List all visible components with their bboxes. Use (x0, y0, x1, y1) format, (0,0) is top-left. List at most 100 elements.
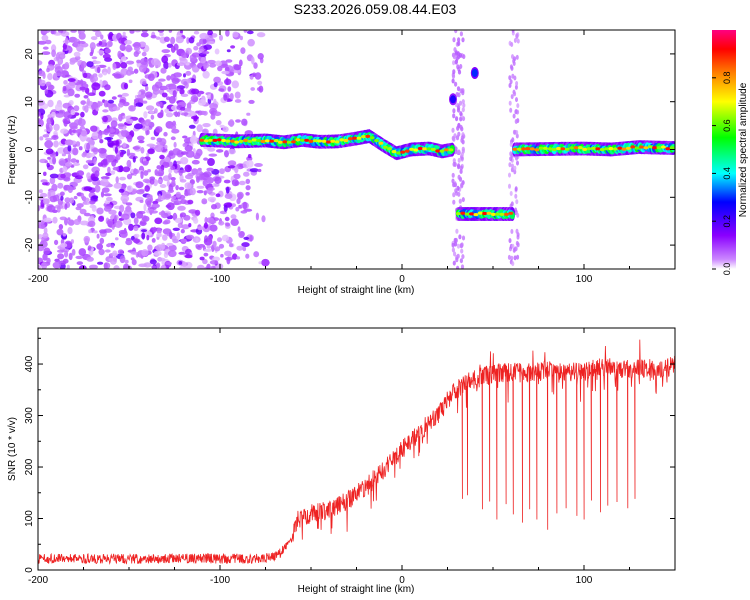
carrier-peak (269, 139, 275, 143)
noise-cell (115, 237, 119, 241)
noise-cell (41, 51, 51, 55)
noise-cell (137, 135, 145, 141)
carrier-peak (308, 139, 314, 143)
noise-cell (170, 136, 176, 141)
noise-cell (455, 55, 459, 61)
noise-cell (51, 49, 56, 58)
noise-cell (514, 186, 518, 192)
noise-cell (219, 124, 225, 128)
noise-cell (254, 72, 262, 80)
noise-cell (236, 245, 244, 251)
noise-cell (158, 211, 165, 216)
noise-cell (155, 101, 163, 107)
snr-series-line (38, 339, 675, 565)
carrier-peak (599, 148, 605, 152)
noise-cell (452, 69, 456, 75)
noise-cell (139, 221, 147, 227)
noise-cell (511, 73, 515, 79)
noise-cell (62, 258, 69, 264)
noise-cell (118, 37, 124, 44)
noise-cell (170, 45, 176, 53)
noise-cell (104, 128, 111, 133)
noise-cell (141, 232, 146, 240)
noise-cell (68, 128, 73, 135)
noise-cell (256, 32, 266, 38)
noise-cell (207, 235, 213, 243)
noise-cell (47, 73, 53, 81)
noise-cell (165, 112, 174, 118)
noise-cell (210, 265, 216, 269)
noise-cell (99, 139, 104, 144)
noise-cell (510, 255, 514, 261)
y-tick-label: 400 (24, 355, 35, 372)
noise-cell (166, 96, 171, 101)
noise-cell (516, 212, 520, 218)
noise-cell (196, 185, 205, 189)
carrier-peak (391, 150, 397, 154)
noise-cell (41, 224, 45, 229)
noise-cell (179, 212, 187, 218)
noise-cell (230, 214, 237, 219)
carrier-peak (656, 146, 662, 150)
noise-cell (151, 265, 157, 269)
noise-cell (134, 233, 140, 238)
noise-cell (47, 190, 51, 199)
noise-cell (208, 153, 218, 157)
noise-cell (247, 38, 255, 47)
noise-cell (224, 66, 230, 73)
noise-cell (76, 261, 84, 265)
noise-cell (185, 174, 194, 180)
noise-cell (203, 248, 213, 252)
noise-cell (166, 242, 174, 247)
noise-cell (227, 160, 237, 166)
noise-cell (218, 220, 225, 226)
carrier-peak (304, 138, 309, 142)
noise-cell (97, 162, 104, 167)
carrier-peak (234, 140, 240, 144)
noise-cell (150, 136, 156, 141)
noise-cell (511, 261, 515, 267)
noise-cell (141, 51, 147, 57)
noise-cell (458, 100, 463, 106)
noise-cell (208, 219, 217, 224)
noise-cell (513, 165, 517, 171)
carrier-peak (291, 140, 296, 144)
noise-cell (236, 198, 241, 205)
noise-cell (451, 247, 455, 253)
noise-cell (123, 82, 129, 90)
noise-cell (62, 85, 67, 92)
noise-cell (515, 97, 518, 103)
carrier-peak (604, 147, 609, 151)
noise-cell (186, 78, 192, 84)
noise-cell (89, 264, 98, 269)
noise-cell (64, 197, 71, 204)
noise-cell (144, 119, 151, 127)
noise-cell (91, 82, 101, 91)
noise-cell (172, 227, 180, 231)
noise-cell (191, 159, 200, 165)
noise-cell (213, 76, 222, 84)
noise-cell (67, 88, 75, 97)
noise-cell (133, 68, 139, 74)
noise-cell (74, 93, 81, 98)
noise-cell (514, 193, 518, 199)
noise-cell (452, 54, 457, 60)
noise-cell (242, 201, 248, 210)
noise-cell (82, 201, 91, 205)
x-tick-label: -200 (28, 575, 48, 586)
noise-cell (209, 63, 217, 68)
noise-cell (198, 99, 207, 106)
noise-cell (193, 217, 199, 224)
noise-cell (178, 261, 183, 265)
noise-cell (182, 261, 187, 268)
noise-cell (147, 148, 155, 155)
noise-cell (160, 109, 164, 117)
y-tick-label: 0 (24, 146, 35, 152)
noise-cell (56, 228, 64, 236)
noise-cell (101, 39, 107, 43)
noise-cell (124, 259, 129, 264)
noise-cell (509, 107, 513, 113)
noise-cell (156, 227, 162, 235)
noise-cell (460, 248, 464, 254)
noise-cell (163, 61, 169, 70)
